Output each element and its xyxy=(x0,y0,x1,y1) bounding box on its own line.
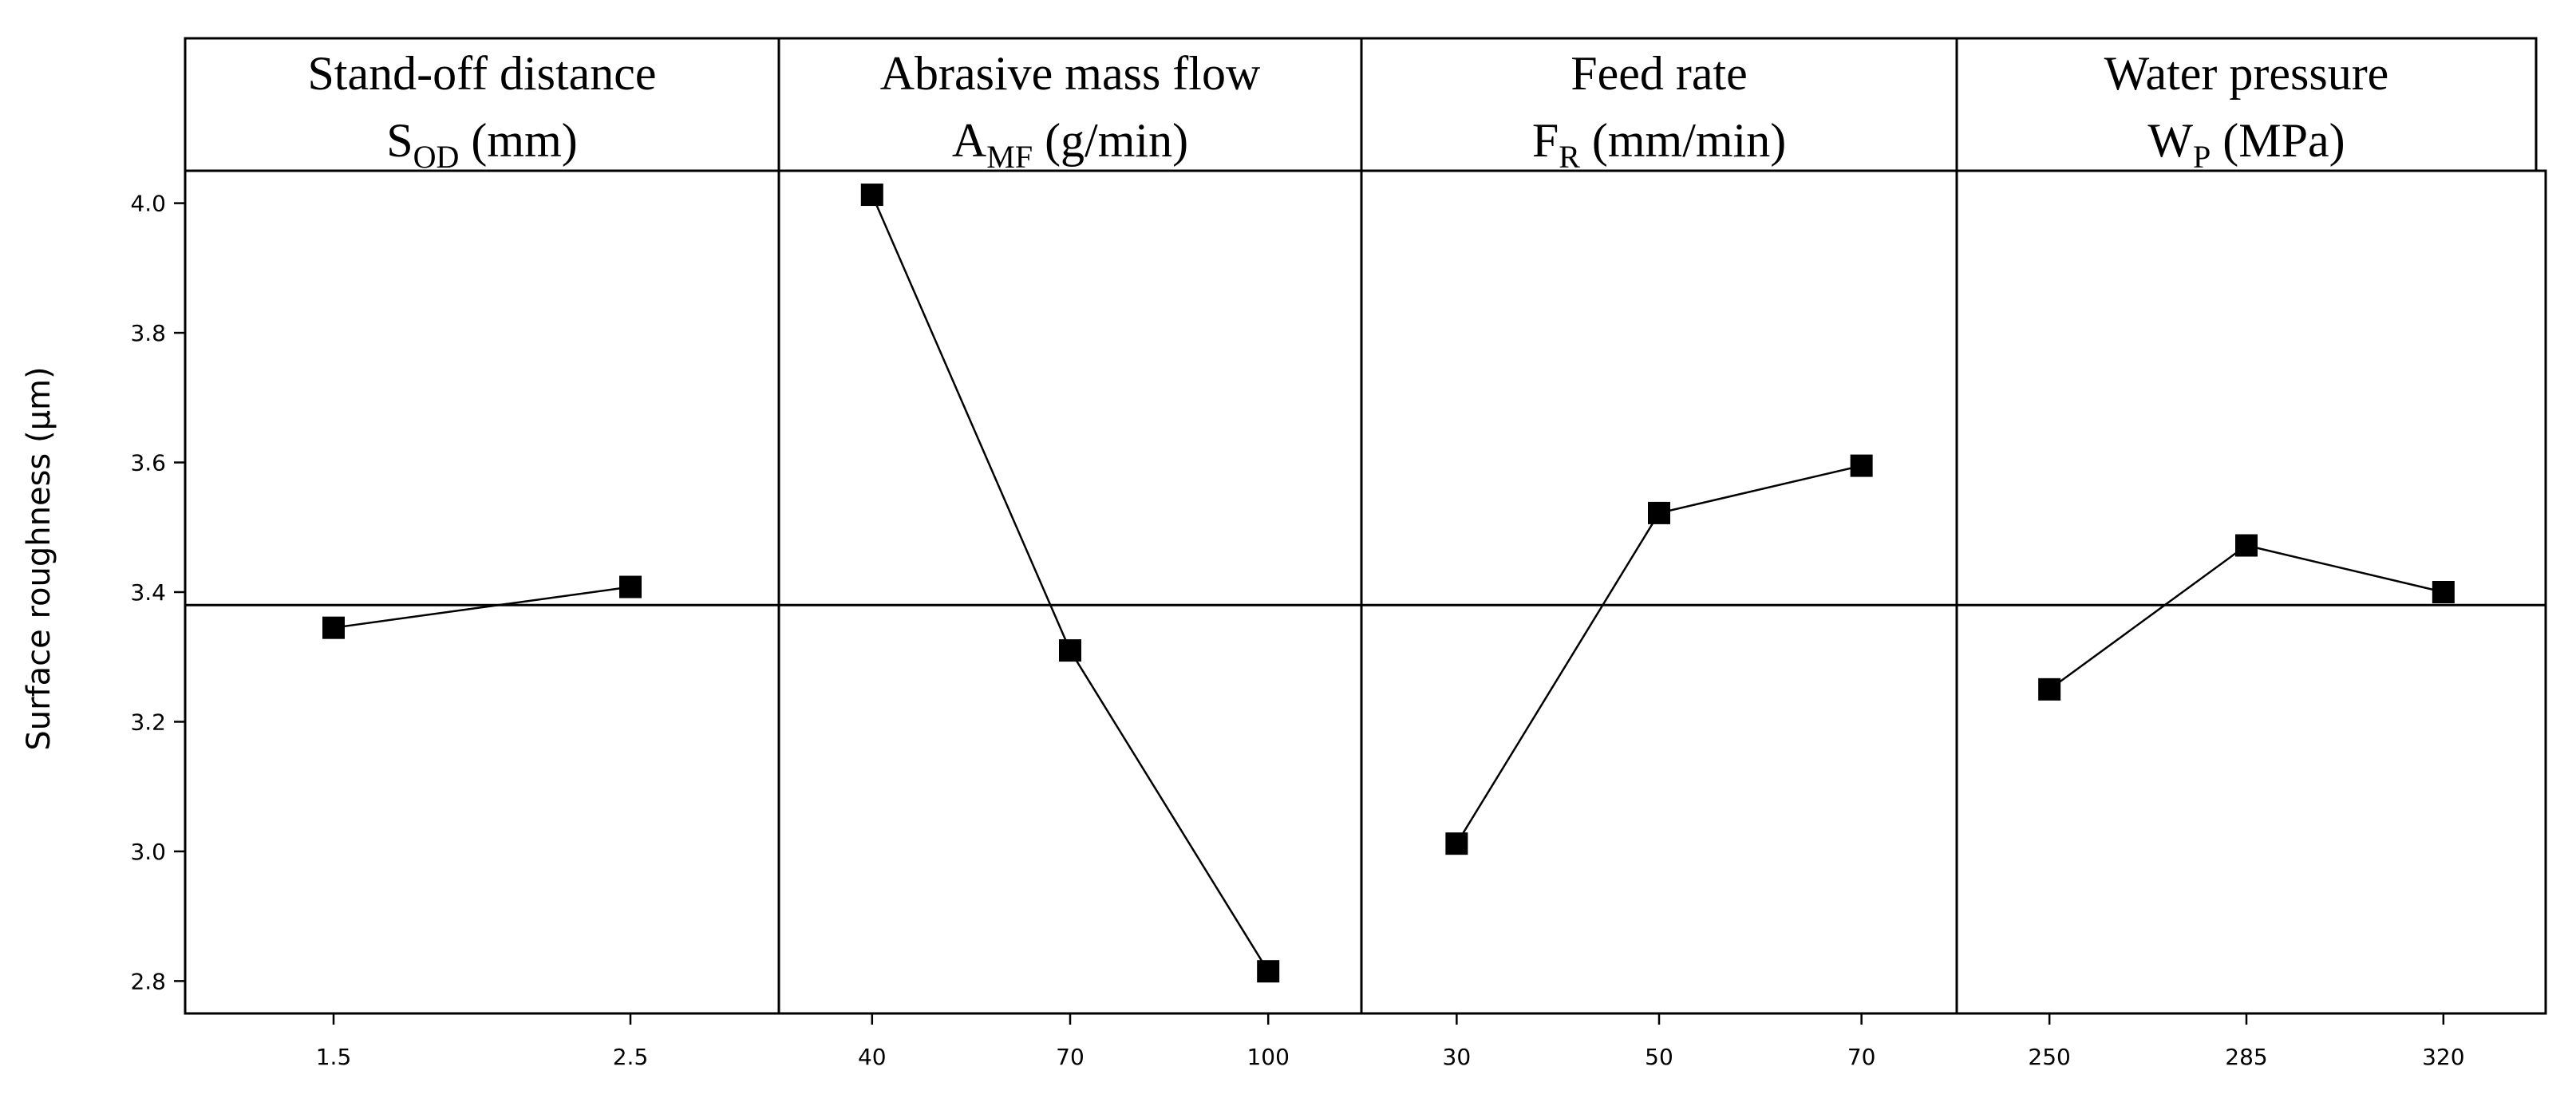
y-axis-label: Surface roughness (µm) xyxy=(21,366,57,750)
data-point-marker xyxy=(1257,960,1280,983)
x-tick-label: 40 xyxy=(858,1044,887,1070)
factor-subscript: P xyxy=(2193,139,2211,175)
series-line xyxy=(2049,544,2444,690)
x-tick-label: 285 xyxy=(2225,1044,2267,1070)
data-point-marker xyxy=(1445,832,1468,855)
data-point-marker xyxy=(1059,639,1081,662)
data-point-marker xyxy=(1850,454,1873,477)
data-point-marker xyxy=(322,616,345,639)
x-axis: 1.5 2.5 40 70 100 30 50 70 250 285 320 xyxy=(316,1013,2465,1070)
factor-symbol: A xyxy=(952,114,986,167)
factor-unit: (MPa) xyxy=(2211,114,2345,167)
series-line xyxy=(333,586,631,629)
y-tick-label: 3.6 xyxy=(130,450,166,476)
series-line xyxy=(871,194,1270,972)
x-tick-label: 320 xyxy=(2422,1044,2464,1070)
y-tick-label: 3.8 xyxy=(130,320,166,346)
data-point-marker xyxy=(2038,677,2061,701)
data-point-marker xyxy=(860,184,883,207)
panel-factor-label: FR (mm/min) xyxy=(1532,114,1786,175)
x-tick-label: 250 xyxy=(2028,1044,2070,1070)
factor-unit: (mm/min) xyxy=(1580,114,1786,167)
y-axis: 2.8 3.0 3.2 3.4 3.6 3.8 4.0 xyxy=(130,191,185,994)
panel-title: Water pressure xyxy=(2104,47,2389,100)
data-point-marker xyxy=(1648,501,1670,524)
y-tick-label: 3.4 xyxy=(130,579,166,606)
x-tick-label: 70 xyxy=(1847,1044,1876,1070)
factor-subscript: OD xyxy=(413,139,460,175)
plot-frame xyxy=(184,38,2547,1015)
x-tick-label: 30 xyxy=(1443,1044,1472,1070)
x-tick-label: 1.5 xyxy=(316,1044,352,1070)
panel-title: Stand-off distance xyxy=(307,47,656,100)
panel-factor-label: SOD (mm) xyxy=(386,114,577,175)
series-layer xyxy=(322,184,2455,983)
y-tick-label: 2.8 xyxy=(130,968,166,994)
panel-factor-label: WP (MPa) xyxy=(2147,114,2345,175)
panel-title: Feed rate xyxy=(1570,47,1748,100)
x-tick-label: 2.5 xyxy=(613,1044,649,1070)
y-tick-label: 4.0 xyxy=(130,191,166,217)
factor-unit: (g/min) xyxy=(1033,114,1188,167)
factor-symbol: S xyxy=(386,114,413,167)
y-tick-label: 3.0 xyxy=(130,839,166,865)
y-tick-label: 3.2 xyxy=(130,709,166,735)
factor-symbol: W xyxy=(2147,114,2193,167)
panel-title: Abrasive mass flow xyxy=(880,47,1261,100)
data-point-marker xyxy=(2235,534,2258,557)
factor-subscript: MF xyxy=(986,139,1033,175)
factor-unit: (mm) xyxy=(459,114,577,167)
data-point-marker xyxy=(2432,581,2455,603)
panel-factor-label: AMF (g/min) xyxy=(952,114,1188,175)
x-tick-label: 70 xyxy=(1056,1044,1085,1070)
data-point-marker xyxy=(619,575,642,598)
factor-symbol: F xyxy=(1532,114,1559,167)
plot-area-border xyxy=(184,169,2547,1015)
x-tick-label: 100 xyxy=(1247,1044,1289,1070)
x-tick-label: 50 xyxy=(1645,1044,1673,1070)
factor-subscript: R xyxy=(1559,139,1580,175)
